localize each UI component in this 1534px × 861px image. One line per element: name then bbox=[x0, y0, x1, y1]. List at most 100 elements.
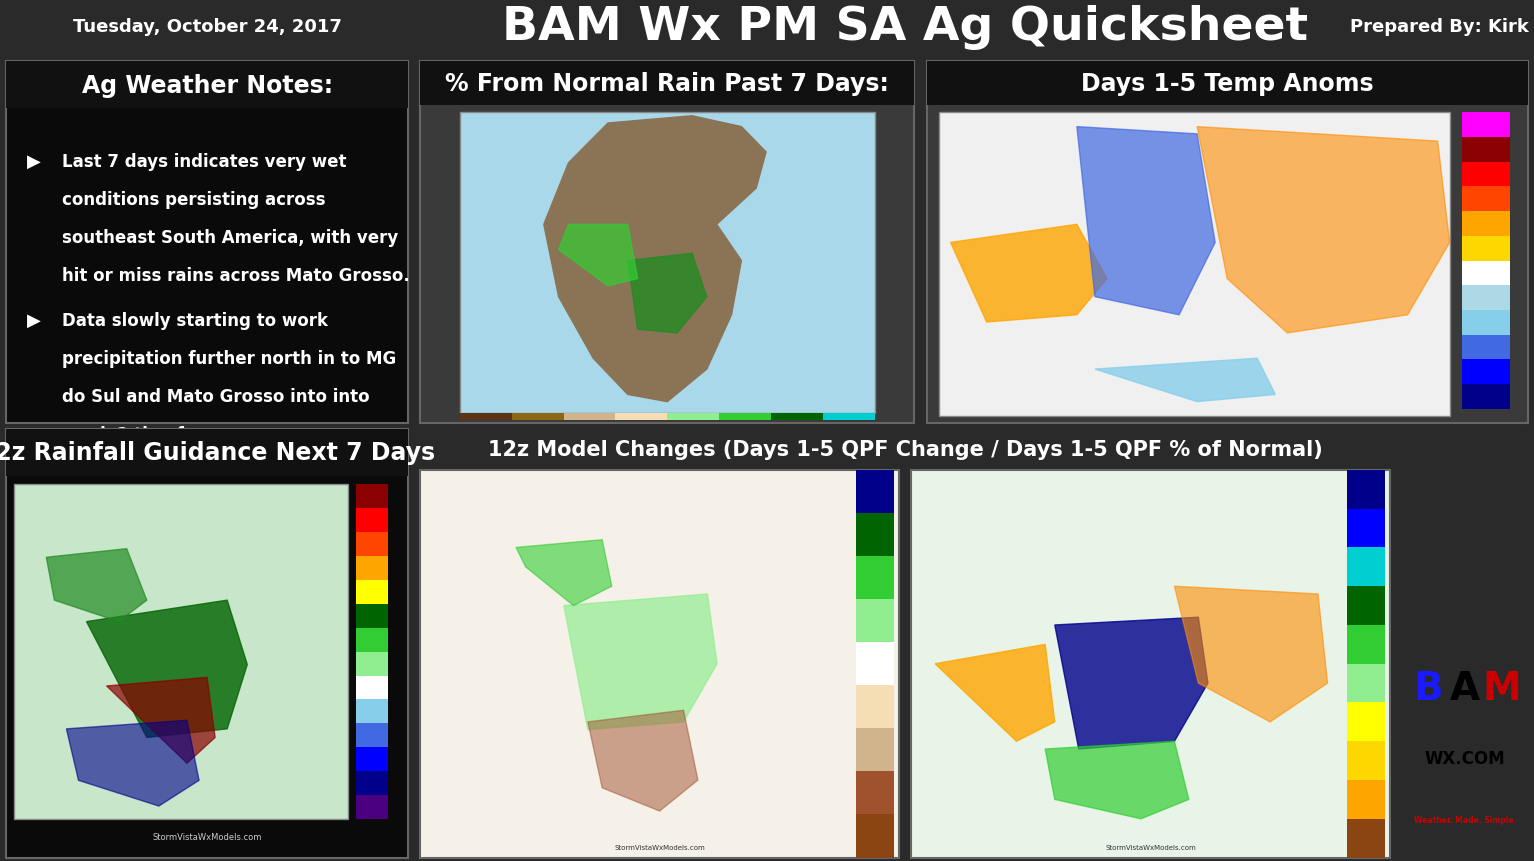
Bar bbox=[356, 676, 388, 700]
Polygon shape bbox=[1077, 127, 1215, 315]
Polygon shape bbox=[588, 710, 698, 811]
Polygon shape bbox=[1197, 127, 1450, 333]
Bar bbox=[1462, 360, 1509, 385]
Bar bbox=[1462, 385, 1509, 410]
Bar bbox=[856, 728, 894, 771]
Bar bbox=[460, 113, 874, 413]
Bar bbox=[356, 700, 388, 723]
Bar bbox=[356, 747, 388, 771]
Text: 12z Model Changes (Days 1-5 QPF Change / Days 1-5 QPF % of Normal): 12z Model Changes (Days 1-5 QPF Change /… bbox=[488, 440, 1322, 460]
Text: StormVistaWxModels.com: StormVistaWxModels.com bbox=[1104, 844, 1197, 850]
Bar bbox=[667, 413, 719, 420]
Text: M: M bbox=[1482, 669, 1522, 707]
Polygon shape bbox=[86, 600, 247, 738]
Bar bbox=[1347, 703, 1385, 741]
Polygon shape bbox=[515, 540, 612, 606]
Text: WX.COM: WX.COM bbox=[1425, 750, 1505, 767]
Text: precipitation further north in to MG: precipitation further north in to MG bbox=[63, 350, 397, 368]
Text: % From Normal Rain Past 7 Days:: % From Normal Rain Past 7 Days: bbox=[445, 72, 890, 96]
Text: Days 1-5 Temp Anoms: Days 1-5 Temp Anoms bbox=[1081, 72, 1373, 96]
Bar bbox=[420, 62, 914, 106]
Bar bbox=[356, 604, 388, 628]
Bar bbox=[822, 413, 874, 420]
Polygon shape bbox=[936, 645, 1055, 741]
Polygon shape bbox=[558, 225, 638, 287]
Bar bbox=[856, 556, 894, 599]
Polygon shape bbox=[46, 549, 147, 622]
Bar bbox=[356, 556, 388, 580]
Bar bbox=[856, 470, 894, 513]
Bar bbox=[1462, 261, 1509, 286]
Text: StormVistaWxModels.com: StormVistaWxModels.com bbox=[614, 844, 706, 850]
Text: Weather. Made. Simple.: Weather. Made. Simple. bbox=[1414, 815, 1516, 824]
Text: Tuesday, October 24, 2017: Tuesday, October 24, 2017 bbox=[72, 18, 342, 36]
Bar bbox=[6, 429, 408, 476]
Bar bbox=[1347, 470, 1385, 509]
Bar bbox=[1347, 819, 1385, 858]
Text: Prepared By: Kirk Hinz: Prepared By: Kirk Hinz bbox=[1350, 18, 1534, 36]
Bar bbox=[1347, 664, 1385, 703]
Text: StormVistaWxModels.com: StormVistaWxModels.com bbox=[152, 832, 262, 840]
Bar bbox=[356, 628, 388, 652]
Bar bbox=[512, 413, 563, 420]
Bar bbox=[1462, 163, 1509, 187]
Bar bbox=[1347, 548, 1385, 586]
Text: 12z Rainfall Guidance Next 7 Days: 12z Rainfall Guidance Next 7 Days bbox=[0, 441, 436, 465]
Text: week 2 timeframe.: week 2 timeframe. bbox=[63, 425, 239, 443]
Bar bbox=[856, 771, 894, 815]
Bar bbox=[356, 723, 388, 747]
Text: Data slowly starting to work: Data slowly starting to work bbox=[63, 312, 328, 330]
Bar bbox=[1462, 311, 1509, 335]
Text: ▶: ▶ bbox=[28, 152, 41, 170]
Bar bbox=[719, 413, 772, 420]
Bar bbox=[356, 532, 388, 556]
Polygon shape bbox=[106, 678, 215, 764]
Bar bbox=[1462, 187, 1509, 212]
Polygon shape bbox=[565, 594, 716, 730]
Text: conditions persisting across: conditions persisting across bbox=[63, 190, 325, 208]
Polygon shape bbox=[66, 721, 199, 806]
Text: do Sul and Mato Grosso into into: do Sul and Mato Grosso into into bbox=[63, 387, 370, 406]
Bar bbox=[1347, 509, 1385, 548]
Polygon shape bbox=[1175, 586, 1327, 722]
Bar bbox=[1462, 138, 1509, 163]
Bar bbox=[856, 685, 894, 728]
Bar bbox=[1462, 286, 1509, 311]
Bar bbox=[356, 652, 388, 676]
Bar bbox=[1462, 335, 1509, 360]
Text: A: A bbox=[1450, 669, 1480, 707]
Bar bbox=[615, 413, 667, 420]
Polygon shape bbox=[627, 254, 707, 333]
Polygon shape bbox=[1045, 741, 1189, 819]
Bar bbox=[1347, 741, 1385, 780]
Bar bbox=[14, 485, 348, 819]
Bar bbox=[1347, 586, 1385, 625]
Bar bbox=[856, 599, 894, 642]
Bar bbox=[927, 62, 1528, 106]
Polygon shape bbox=[951, 225, 1108, 323]
Bar bbox=[1462, 212, 1509, 237]
Bar bbox=[1462, 113, 1509, 138]
Bar bbox=[1462, 237, 1509, 261]
Text: B: B bbox=[1413, 669, 1443, 707]
Bar bbox=[460, 413, 512, 420]
Bar bbox=[356, 580, 388, 604]
Bar bbox=[356, 795, 388, 819]
Bar bbox=[563, 413, 615, 420]
Bar bbox=[856, 815, 894, 858]
Text: ▶: ▶ bbox=[28, 312, 41, 330]
Text: BAM Wx PM SA Ag Quicksheet: BAM Wx PM SA Ag Quicksheet bbox=[502, 5, 1309, 50]
Text: Ag Weather Notes:: Ag Weather Notes: bbox=[81, 74, 333, 98]
Text: southeast South America, with very: southeast South America, with very bbox=[63, 229, 399, 246]
Polygon shape bbox=[1095, 359, 1275, 402]
Bar bbox=[1347, 780, 1385, 819]
Bar bbox=[939, 113, 1450, 417]
Bar bbox=[856, 642, 894, 685]
Bar bbox=[356, 509, 388, 532]
Bar bbox=[772, 413, 822, 420]
Bar bbox=[356, 485, 388, 509]
Polygon shape bbox=[545, 116, 765, 402]
Bar bbox=[856, 513, 894, 556]
Polygon shape bbox=[1055, 617, 1207, 749]
Text: hit or miss rains across Mato Grosso.: hit or miss rains across Mato Grosso. bbox=[63, 267, 410, 285]
